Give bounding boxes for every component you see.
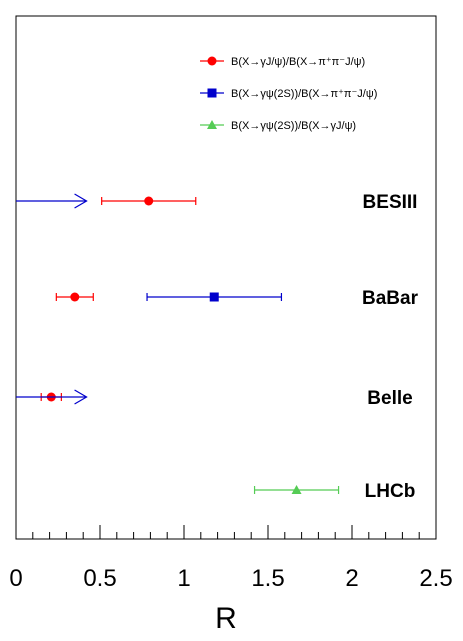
legend-label: B(X→γψ(2S))/B(X→γJ/ψ) xyxy=(231,120,356,132)
legend-marker xyxy=(207,88,217,98)
experiment-label-belle: Belle xyxy=(367,388,412,409)
experiment-label-besiii: BESIII xyxy=(363,192,418,213)
legend-entry-2: B(X→γψ(2S))/B(X→γJ/ψ) xyxy=(200,120,356,132)
point-lhcb-series-2 xyxy=(253,485,340,494)
point-besiii-series-1 xyxy=(16,193,88,209)
point-besiii-series-0 xyxy=(101,196,197,206)
legend-label: B(X→γJ/ψ)/B(X→π⁺π⁻J/ψ) xyxy=(231,56,365,68)
point-belle-series-1 xyxy=(16,389,88,405)
data-point-marker xyxy=(144,196,154,206)
experiment-label-babar: BaBar xyxy=(362,288,419,309)
point-babar-series-0 xyxy=(55,292,94,302)
x-tick-label: 1 xyxy=(177,565,190,592)
x-tick-label: 0 xyxy=(9,565,22,592)
data-point-marker xyxy=(70,292,80,302)
plot-frame xyxy=(15,15,437,540)
x-axis-ticks xyxy=(15,525,437,539)
experiment-label-lhcb: LHCb xyxy=(365,481,416,502)
data-point-marker xyxy=(291,485,302,494)
legend: B(X→γJ/ψ)/B(X→π⁺π⁻J/ψ) B(X→γψ(2S))/B(X→π⁺… xyxy=(200,56,377,132)
x-tick-label: 2 xyxy=(345,565,358,592)
experiment-labels: BESIII BaBar Belle LHCb xyxy=(362,192,419,502)
legend-entry-0: B(X→γJ/ψ)/B(X→π⁺π⁻J/ψ) xyxy=(200,56,365,68)
upper-limit-arrowhead xyxy=(74,193,88,209)
x-axis-tick-labels: 0 0.5 1 1.5 2 2.5 xyxy=(9,565,452,592)
upper-limit-arrowhead xyxy=(74,389,88,405)
x-tick-label: 1.5 xyxy=(251,565,284,592)
legend-entry-1: B(X→γψ(2S))/B(X→π⁺π⁻J/ψ) xyxy=(200,88,377,100)
x-axis-title: R xyxy=(215,602,237,635)
x-tick-label: 0.5 xyxy=(83,565,116,592)
x-tick-label: 2.5 xyxy=(419,565,452,592)
data-marks xyxy=(16,193,340,494)
point-babar-series-1 xyxy=(146,292,283,302)
legend-marker xyxy=(207,120,217,129)
legend-label: B(X→γψ(2S))/B(X→π⁺π⁻J/ψ) xyxy=(231,88,377,100)
data-point-marker xyxy=(209,292,219,302)
legend-marker xyxy=(207,56,217,66)
